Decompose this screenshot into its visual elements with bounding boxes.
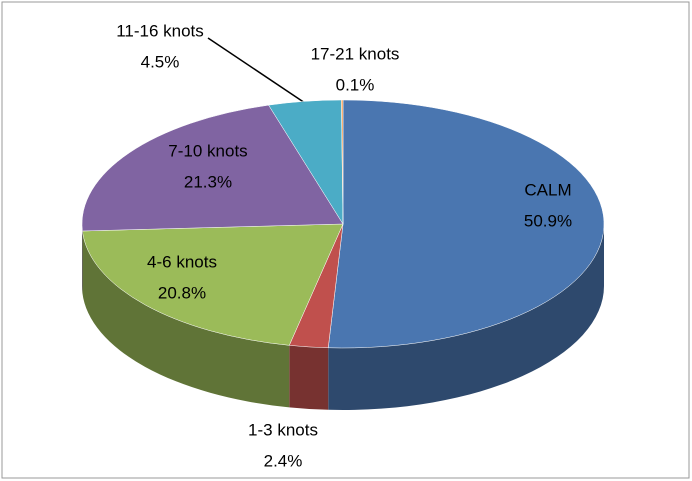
pie-slice (81, 104, 344, 232)
data-label-value: 21.3% (184, 172, 232, 191)
data-label-name: 4-6 knots (147, 252, 217, 271)
data-label-name: 17-21 knots (311, 44, 400, 63)
leader-line (207, 37, 306, 104)
data-label-name: 1-3 knots (248, 420, 318, 439)
pie-side (328, 224, 604, 410)
data-label-value: 20.8% (158, 283, 206, 302)
pie-side (289, 345, 329, 410)
data-label-value: 2.4% (264, 451, 303, 470)
pie-slice (82, 223, 344, 346)
data-label-value: 50.9% (524, 211, 572, 230)
pie-slice (341, 99, 344, 225)
data-label-name: 7-10 knots (168, 141, 247, 160)
data-label-value: 4.5% (141, 52, 180, 71)
data-label-name: 11-16 knots (116, 21, 204, 40)
pie-side (82, 231, 290, 408)
pie-slice (327, 99, 605, 349)
data-label-name: CALM (524, 180, 571, 199)
data-label-value: 0.1% (336, 75, 375, 94)
